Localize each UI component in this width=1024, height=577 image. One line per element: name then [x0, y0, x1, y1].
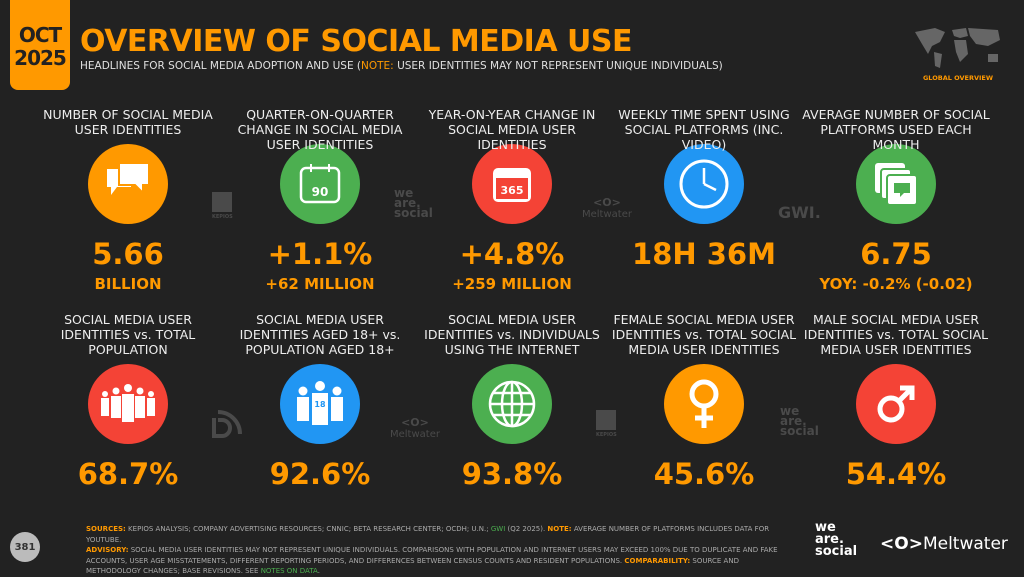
- page-title: OVERVIEW OF SOCIAL MEDIA USE: [80, 24, 632, 59]
- logo-text: are.: [780, 414, 807, 428]
- stat-value: +4.8%: [459, 237, 565, 271]
- kepios-logo: KEPIOS: [212, 192, 233, 220]
- sources-text: KEPIOS ANALYSIS; COMPANY ADVERTISING RES…: [125, 525, 491, 533]
- male-icon: [856, 364, 936, 444]
- stat-subvalue: +259 MILLION: [452, 275, 572, 293]
- meltwater-brand: <O>Meltwater: [880, 534, 1008, 554]
- date-month: OCT: [18, 23, 62, 47]
- we-are-social-brand: we are. social: [815, 520, 858, 559]
- stat-label: YEAR-ON-YEAR CHANGE IN SOCIAL MEDIA USER…: [428, 107, 596, 152]
- date-year: 2025: [14, 46, 67, 70]
- logo-text: Meltwater: [390, 429, 440, 440]
- world-map-icon: [915, 28, 1000, 68]
- stat-label: SOCIAL MEDIA USER IDENTITIES AGED 18+ vs…: [239, 312, 401, 357]
- stat-card: AVERAGE NUMBER OF SOCIAL PLATFORMS USED …: [800, 107, 992, 293]
- datareportal-logo: [212, 410, 242, 438]
- stat-label: QUARTER-ON-QUARTER CHANGE IN SOCIAL MEDI…: [237, 107, 403, 152]
- stat-label: FEMALE SOCIAL MEDIA USER IDENTITIES vs. …: [611, 312, 797, 357]
- stat-value: 54.4%: [845, 457, 947, 491]
- section-label: GLOBAL OVERVIEW: [922, 74, 994, 82]
- stat-subvalue: YOY: -0.2% (-0.02): [819, 275, 973, 293]
- logo-text: KEPIOS: [596, 432, 617, 438]
- stat-card: YEAR-ON-YEAR CHANGE IN SOCIAL MEDIA USER…: [416, 107, 608, 293]
- gwi-logo: GWI.: [778, 203, 821, 222]
- brand-text: Meltwater: [922, 534, 1008, 554]
- comparability-text: SOURCE AND METHODOLOGY CHANGES; BASE REV…: [86, 556, 739, 576]
- logo-text: we: [394, 186, 414, 200]
- stat-label: SOCIAL MEDIA USER IDENTITIES vs. INDIVID…: [424, 312, 600, 357]
- meltwater-logo: <O> Meltwater: [390, 416, 440, 440]
- stat-subvalue: BILLION: [94, 275, 162, 293]
- stat-card: NUMBER OF SOCIAL MEDIA USER IDENTITIES 5…: [32, 107, 224, 293]
- calendar-365-icon: 365: [472, 144, 552, 224]
- we-are-social-logo: we are. social: [780, 404, 819, 438]
- advisory-label: ADVISORY:: [86, 546, 129, 554]
- logo-text: we: [780, 404, 800, 418]
- page-number: 381: [10, 532, 40, 562]
- stat-card: WEEKLY TIME SPENT USING SOCIAL PLATFORMS…: [608, 107, 800, 275]
- footer-end: .: [317, 567, 320, 575]
- stat-value: 18H 36M: [632, 237, 776, 271]
- advisory-text: SOCIAL MEDIA USER IDENTITIES MAY NOT REP…: [86, 546, 778, 565]
- page-subtitle: HEADLINES FOR SOCIAL MEDIA ADOPTION AND …: [80, 60, 723, 72]
- stat-card: SOCIAL MEDIA USER IDENTITIES vs. INDIVID…: [416, 312, 608, 490]
- logo-text: social: [780, 424, 819, 438]
- comparability-label: COMPARABILITY:: [624, 556, 691, 565]
- footer-notes: SOURCES: KEPIOS ANALYSIS; COMPANY ADVERT…: [86, 524, 786, 577]
- stat-value: +1.1%: [267, 237, 373, 271]
- subtitle-note: NOTE:: [361, 60, 394, 72]
- stat-label: AVERAGE NUMBER OF SOCIAL PLATFORMS USED …: [802, 107, 990, 152]
- we-are-social-logo: we are. social: [394, 186, 433, 220]
- kepios-logo: KEPIOS: [596, 410, 617, 438]
- stat-value: 92.6%: [269, 457, 371, 491]
- svg-text:18: 18: [314, 400, 326, 409]
- stat-value: 68.7%: [77, 457, 179, 491]
- stat-value: 45.6%: [653, 457, 755, 491]
- date-badge: OCT 2025: [10, 0, 70, 90]
- stat-card: SOCIAL MEDIA USER IDENTITIES vs. TOTAL P…: [32, 312, 224, 490]
- sources-text: (Q2 2025).: [505, 525, 548, 533]
- subtitle-text: HEADLINES FOR SOCIAL MEDIA ADOPTION AND …: [80, 60, 362, 72]
- stacked-windows-icon: [856, 144, 936, 224]
- note-label: NOTE:: [547, 525, 572, 533]
- gwi-link[interactable]: GWI: [490, 525, 506, 533]
- meltwater-logo: <O> Meltwater: [582, 196, 632, 220]
- calendar-90-icon: 90: [280, 144, 360, 224]
- notes-on-data-link[interactable]: NOTES ON DATA: [260, 567, 318, 575]
- female-icon: [664, 364, 744, 444]
- crowd-icon: [88, 364, 168, 444]
- stat-value: 5.66: [92, 237, 164, 271]
- subtitle-text: USER IDENTITIES MAY NOT REPRESENT UNIQUE…: [393, 60, 723, 72]
- stat-card: FEMALE SOCIAL MEDIA USER IDENTITIES vs. …: [608, 312, 800, 490]
- stat-value: 6.75: [860, 237, 932, 271]
- svg-text:90: 90: [312, 185, 329, 199]
- stat-label: SOCIAL MEDIA USER IDENTITIES vs. TOTAL P…: [60, 312, 196, 357]
- logo-text: are.: [394, 196, 421, 210]
- globe-icon: [472, 364, 552, 444]
- stat-label: MALE SOCIAL MEDIA USER IDENTITIES vs. TO…: [803, 312, 989, 357]
- clock-icon: [664, 144, 744, 224]
- stat-card: SOCIAL MEDIA USER IDENTITIES AGED 18+ vs…: [224, 312, 416, 490]
- stat-label: WEEKLY TIME SPENT USING SOCIAL PLATFORMS…: [618, 107, 790, 152]
- logo-text: KEPIOS: [212, 214, 233, 220]
- logo-text: social: [394, 206, 433, 220]
- stat-card: QUARTER-ON-QUARTER CHANGE IN SOCIAL MEDI…: [224, 107, 416, 293]
- logo-text: Meltwater: [582, 209, 632, 220]
- stat-label: NUMBER OF SOCIAL MEDIA USER IDENTITIES: [43, 107, 213, 137]
- note-text: AVERAGE NUMBER OF PLATFORMS INCLUDES DAT…: [86, 525, 770, 544]
- sources-label: SOURCES:: [86, 525, 126, 533]
- stat-card: MALE SOCIAL MEDIA USER IDENTITIES vs. TO…: [800, 312, 992, 490]
- adults-18-icon: 18: [280, 364, 360, 444]
- svg-text:365: 365: [501, 184, 524, 197]
- stat-subvalue: +62 MILLION: [265, 275, 375, 293]
- stat-value: 93.8%: [461, 457, 563, 491]
- speech-bubbles-icon: [88, 144, 168, 224]
